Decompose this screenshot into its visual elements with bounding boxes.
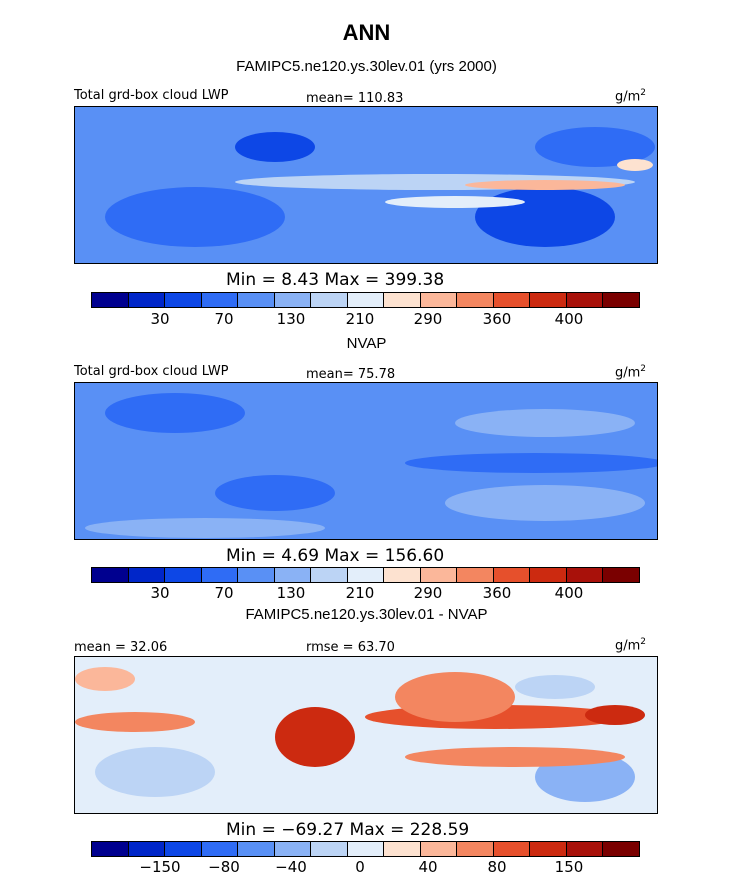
colorbar-swatch (566, 842, 604, 856)
colorbar-swatch (274, 568, 312, 582)
colorbar-swatch (128, 842, 166, 856)
colorbar-swatch (347, 293, 385, 307)
cbar1-tick: 70 (214, 310, 234, 328)
colorbar-swatch (128, 568, 166, 582)
cbar3-tick: 40 (418, 858, 438, 876)
panel2-field (75, 383, 657, 539)
panel1-map (74, 106, 658, 264)
panel1-minmax: Min = 8.43 Max = 399.38 (226, 270, 445, 290)
panel2-map (74, 382, 658, 540)
colorbar-swatch (530, 842, 567, 856)
colorbar-swatch (238, 842, 275, 856)
panel1-variable-label: Total grd-box cloud LWP (74, 88, 229, 103)
colorbar-swatch (347, 568, 385, 582)
panel1-colorbar (91, 292, 640, 308)
colorbar-swatch (493, 568, 531, 582)
colorbar-swatch (274, 842, 312, 856)
colorbar-swatch (311, 842, 348, 856)
panel3-colorbar (91, 841, 640, 857)
figure-title: ANN (342, 20, 391, 45)
panel1-colorbar-ticks: 30 70 130 210 290 360 400 (0, 310, 733, 332)
colorbar-swatch (274, 293, 312, 307)
cbar2-tick: 70 (214, 584, 234, 602)
cbar2-tick: 360 (482, 584, 512, 602)
colorbar-swatch (420, 568, 458, 582)
cbar2-tick: 30 (150, 584, 170, 602)
colorbar-swatch (201, 293, 239, 307)
cbar3-tick: −40 (275, 858, 307, 876)
colorbar-swatch (201, 842, 239, 856)
cbar2-tick: 130 (276, 584, 306, 602)
colorbar-swatch (165, 568, 202, 582)
colorbar-swatch (311, 568, 348, 582)
cbar1-tick: 210 (345, 310, 375, 328)
panel1-units: g/m2 (615, 88, 647, 105)
colorbar-swatch (347, 842, 385, 856)
cbar2-tick: 210 (345, 584, 375, 602)
panel2-mean: mean= 75.78 (306, 367, 396, 382)
cbar1-tick: 290 (413, 310, 443, 328)
colorbar-swatch (92, 293, 129, 307)
colorbar-swatch (457, 842, 494, 856)
colorbar-swatch (530, 568, 567, 582)
panel3-field (75, 657, 657, 813)
colorbar-swatch (128, 293, 166, 307)
cbar1-tick: 360 (482, 310, 512, 328)
colorbar-swatch (530, 293, 567, 307)
cbar1-tick: 30 (150, 310, 170, 328)
colorbar-swatch (384, 568, 421, 582)
colorbar-swatch (201, 568, 239, 582)
cbar3-tick: 80 (487, 858, 507, 876)
panel2-units: g/m2 (615, 364, 647, 381)
panel2-colorbar (91, 567, 640, 583)
cbar1-tick: 130 (276, 310, 306, 328)
colorbar-swatch (92, 842, 129, 856)
colorbar-swatch (384, 842, 421, 856)
cbar3-tick: −80 (208, 858, 240, 876)
cbar3-tick: 0 (355, 858, 365, 876)
cbar2-tick: 290 (413, 584, 443, 602)
panel2-minmax: Min = 4.69 Max = 156.60 (226, 546, 445, 566)
panel2-variable-label: Total grd-box cloud LWP (74, 364, 229, 379)
colorbar-swatch (311, 293, 348, 307)
colorbar-swatch (457, 293, 494, 307)
colorbar-swatch (603, 293, 639, 307)
panel3-map (74, 656, 658, 814)
colorbar-swatch (384, 293, 421, 307)
panel2-colorbar-ticks: 30 70 130 210 290 360 400 (0, 584, 733, 606)
cbar1-tick: 400 (554, 310, 584, 328)
cbar3-tick: −150 (139, 858, 181, 876)
colorbar-swatch (165, 842, 202, 856)
colorbar-swatch (238, 568, 275, 582)
panel1-mean: mean= 110.83 (306, 91, 404, 106)
colorbar-swatch (420, 842, 458, 856)
colorbar-swatch (493, 842, 531, 856)
panel3-mean: mean = 32.06 (74, 640, 168, 655)
colorbar-swatch (420, 293, 458, 307)
panel3-colorbar-ticks: −150 −80 −40 0 40 80 150 (0, 858, 733, 880)
figure-subtitle: FAMIPC5.ne120.ys.30lev.01 (yrs 2000) (236, 58, 497, 75)
cbar3-tick: 150 (554, 858, 584, 876)
colorbar-swatch (603, 568, 639, 582)
colorbar-swatch (92, 568, 129, 582)
panel3-title: FAMIPC5.ne120.ys.30lev.01 - NVAP (245, 606, 488, 623)
colorbar-swatch (165, 293, 202, 307)
panel1-field (75, 107, 657, 263)
colorbar-swatch (493, 293, 531, 307)
colorbar-swatch (566, 568, 604, 582)
panel3-minmax: Min = −69.27 Max = 228.59 (226, 820, 470, 840)
panel3-units: g/m2 (615, 637, 647, 654)
panel3-rmse: rmse = 63.70 (306, 640, 395, 655)
colorbar-swatch (603, 842, 639, 856)
panel2-title: NVAP (346, 335, 387, 352)
colorbar-swatch (566, 293, 604, 307)
colorbar-swatch (457, 568, 494, 582)
colorbar-swatch (238, 293, 275, 307)
cbar2-tick: 400 (554, 584, 584, 602)
